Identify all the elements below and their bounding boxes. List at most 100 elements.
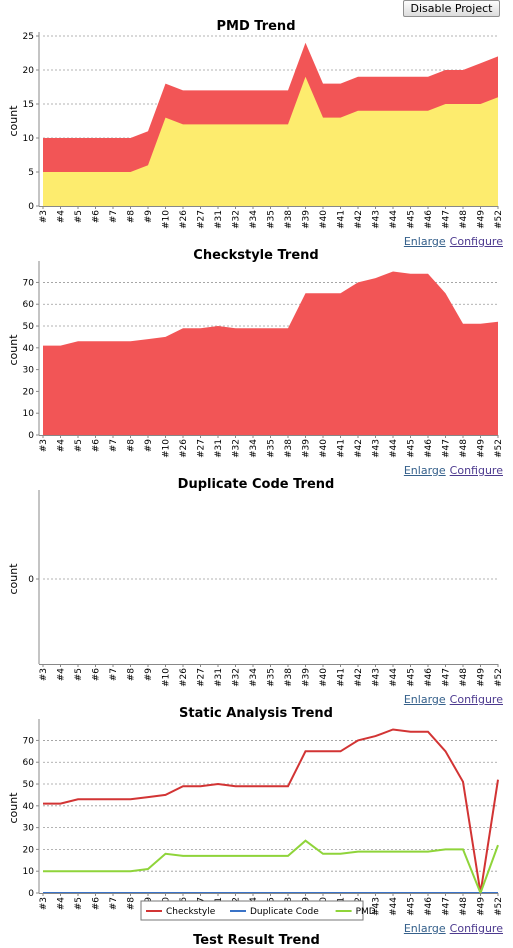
chart0-xtick-label: #48	[459, 210, 469, 229]
test-result-trend-title: Test Result Trend	[193, 933, 320, 948]
chart1-xtick-label: #3	[39, 439, 49, 452]
chart2-xtick-label: #34	[249, 668, 259, 687]
chart1-xtick-label: #35	[267, 439, 277, 458]
chart1-xtick-label: #52	[494, 439, 504, 458]
chart1-xtick-label: #49	[477, 439, 487, 458]
static-analysis-chart-links: Enlarge Configure	[404, 922, 503, 935]
checkstyle-enlarge-link[interactable]: Enlarge	[403, 464, 446, 477]
chart0-xtick-label: #45	[407, 210, 417, 229]
chart3-xtick-label: #43	[372, 897, 382, 916]
chart1-xtick-label: #7	[109, 439, 119, 452]
chart0-xtick-label: #41	[337, 210, 347, 229]
chart0-xtick-label: #52	[494, 210, 504, 229]
chart3-line-checkstyle	[43, 728, 499, 894]
disable-project-button[interactable]: Disable Project	[403, 0, 500, 17]
chart3-legend-box	[140, 900, 364, 921]
chart2-xtick-label: #43	[372, 668, 382, 687]
chart1-ytick-label: 40	[23, 344, 35, 354]
chart2-title: Duplicate Code Trend	[178, 477, 335, 492]
chart2-xtick-label: #35	[267, 668, 277, 687]
chart1-xtick-label: #41	[337, 439, 347, 458]
pmd-enlarge-link[interactable]: Enlarge	[403, 235, 446, 248]
chart3-xtick-label: #6	[92, 897, 102, 911]
chart1-xtick-label: #26	[179, 439, 189, 458]
chart0-title: PMD Trend	[216, 19, 295, 34]
pmd-chart-links: Enlarge Configure	[404, 235, 503, 248]
chart1-ytick-label: 30	[23, 366, 35, 376]
chart0-ytick-label: 20	[23, 66, 35, 76]
chart0-ytick-label: 15	[23, 100, 34, 110]
chart1-xtick-label: #34	[249, 439, 259, 458]
chart0-xtick-label: #44	[389, 210, 399, 229]
chart2-xtick-label: #32	[232, 668, 242, 687]
chart0-xtick-label: #5	[74, 210, 84, 223]
chart2-xtick-label: #7	[109, 668, 119, 681]
chart3-ytick-label: 60	[23, 758, 35, 768]
chart3-ytick-label: 50	[23, 780, 35, 790]
chart1-xtick-label: #4	[57, 439, 67, 453]
chart1-xtick-label: #9	[144, 439, 154, 453]
chart0-xtick-label: #7	[109, 210, 119, 223]
chart2-xtick-label: #38	[284, 668, 294, 687]
chart2-xtick-label: #41	[337, 668, 347, 687]
chart3-xtick-label: #45	[407, 897, 417, 916]
chart0-xtick-label: #32	[232, 210, 242, 229]
chart2-xtick-label: #6	[92, 668, 102, 682]
chart3-title: Static Analysis Trend	[179, 706, 333, 721]
static-analysis-trend-chart: Static Analysis Trend 0 10 20 30 40 50 60 70 coun…	[7, 706, 504, 921]
chart2-xtick-label: #3	[39, 668, 49, 681]
duplicate-code-configure-link[interactable]: Configure	[449, 693, 503, 706]
chart1-xtick-label: #47	[442, 439, 452, 458]
chart3-line-pmd	[43, 839, 499, 896]
chart2-ylabel: count	[7, 563, 20, 595]
chart1-xtick-label: #42	[354, 439, 364, 458]
chart2-xtick-label: #42	[354, 668, 364, 687]
chart0-xtick-label: #46	[424, 210, 434, 229]
chart1-ytick-label: 20	[23, 387, 35, 397]
chart2-xtick-label: #10	[162, 668, 172, 687]
chart3-xtick-label: #49	[477, 897, 487, 916]
chart1-xtick-label: #38	[284, 439, 294, 458]
chart2-xtick-label: #44	[389, 668, 399, 687]
chart0-xtick-label: #43	[372, 210, 382, 229]
chart1-ytick-label: 50	[23, 322, 35, 332]
chart3-ytick-label: 0	[28, 889, 34, 899]
chart2-xtick-label: #47	[442, 668, 452, 687]
chart0-ytick-label: 5	[28, 168, 34, 178]
chart0-xtick-label: #26	[179, 210, 189, 229]
chart2-xtick-label: #49	[477, 668, 487, 687]
chart1-xtick-label: #43	[372, 439, 382, 458]
chart1-ytick-label: 60	[23, 300, 35, 310]
chart2-xtick-label: #52	[494, 668, 504, 687]
chart1-xtick-label: #32	[232, 439, 242, 458]
chart1-ytick-label: 70	[23, 278, 35, 288]
chart0-xtick-label: #47	[442, 210, 452, 229]
checkstyle-trend-chart: Checkstyle Trend 0 10 20 30 40 50 60 70 count #3 #4…	[7, 248, 504, 458]
duplicate-code-chart-links: Enlarge Configure	[404, 693, 503, 706]
chart1-xtick-label: #40	[319, 439, 329, 458]
chart0-ylabel: count	[7, 105, 20, 137]
chart0-xtick-label: #35	[267, 210, 277, 229]
pmd-configure-link[interactable]: Configure	[449, 235, 503, 248]
chart3-ytick-label: 10	[23, 867, 35, 877]
duplicate-code-enlarge-link[interactable]: Enlarge	[403, 693, 446, 706]
duplicate-code-trend-chart: Duplicate Code Trend 0 count #3 #4 #5 #6 #7 #8 #9…	[7, 477, 504, 687]
chart2-ytick-label: 0	[28, 575, 34, 585]
chart1-xtick-label: #44	[389, 439, 399, 458]
static-analysis-configure-link[interactable]: Configure	[449, 922, 503, 935]
chart1-xtick-label: #27	[197, 439, 207, 458]
static-analysis-enlarge-link[interactable]: Enlarge	[403, 922, 446, 935]
checkstyle-configure-link[interactable]: Configure	[449, 464, 503, 477]
chart3-xtick-label: #47	[442, 897, 452, 916]
chart1-area-series-0	[43, 271, 498, 435]
chart3-xtick-label: #4	[57, 897, 67, 911]
chart0-ytick-label: 0	[28, 202, 34, 212]
chart2-xtick-label: #40	[319, 668, 329, 687]
chart3-legend-label: Checkstyle	[166, 907, 216, 917]
chart0-xtick-label: #39	[302, 210, 312, 229]
checkstyle-chart-links: Enlarge Configure	[404, 464, 503, 477]
chart1-xtick-label: #48	[459, 439, 469, 458]
chart3-legend-label: Duplicate Code	[250, 907, 319, 917]
chart1-xtick-label: #46	[424, 439, 434, 458]
chart2-xtick-label: #48	[459, 668, 469, 687]
